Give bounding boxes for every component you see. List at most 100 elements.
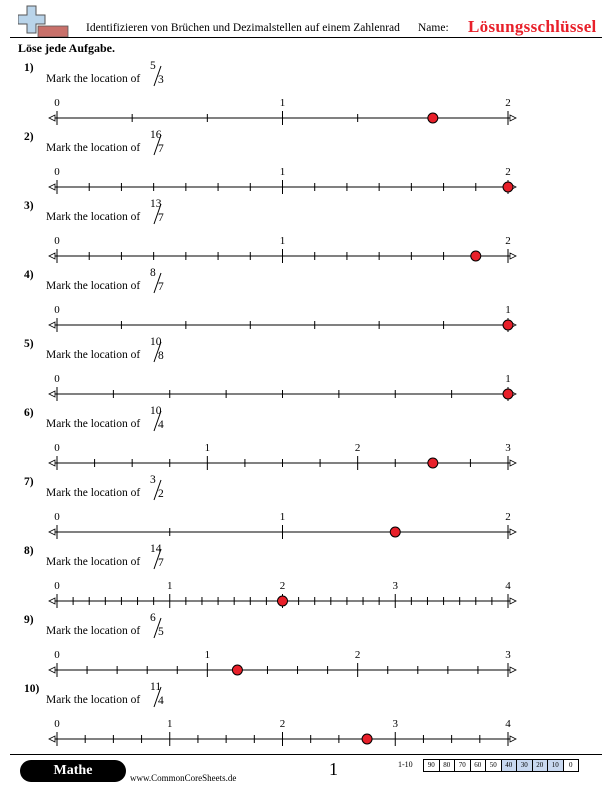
problem-prompt: Mark the location of	[46, 73, 141, 85]
tick-label: 0	[54, 442, 60, 454]
problem-number: 5)	[24, 338, 34, 350]
arrow-left-icon	[48, 183, 56, 191]
worksheet-title: Identifizieren von Brüchen und Dezimalst…	[86, 22, 400, 34]
answer-dot	[502, 388, 514, 400]
problem-number: 4)	[24, 269, 34, 281]
tick-label: 3	[505, 649, 511, 661]
problem-4: 4) Mark the location of 8 7 0 1	[0, 267, 612, 338]
arrow-left-icon	[48, 321, 56, 329]
tick-label: 2	[505, 235, 511, 247]
problem-prompt: Mark the location of	[46, 556, 141, 568]
fraction-slash	[153, 203, 162, 225]
fraction-denominator: 7	[158, 143, 164, 155]
tick-label: 1	[505, 304, 511, 316]
problem-7: 7) Mark the location of 3 2 0 1 2	[0, 474, 612, 545]
fraction-denominator: 5	[158, 626, 164, 638]
site-url: www.CommonCoreSheets.de	[130, 773, 237, 783]
number-line: 0 1 2	[48, 235, 517, 263]
problem-number: 2)	[24, 131, 34, 143]
score-cell: 10	[547, 759, 564, 772]
fraction-numerator: 11	[150, 681, 162, 693]
arrow-right-icon	[509, 528, 517, 536]
problem-6: 6) Mark the location of 10 4 0 1 2 3	[0, 405, 612, 476]
problem-5: 5) Mark the location of 10 8 0 1	[0, 336, 612, 407]
fraction-denominator: 7	[158, 212, 164, 224]
score-cell: 20	[531, 759, 548, 772]
fraction-slash	[153, 548, 162, 570]
number-line: 0 1 2 3	[48, 442, 517, 470]
fraction-slash	[153, 617, 162, 639]
fraction-denominator: 8	[158, 350, 164, 362]
tick-label: 2	[505, 511, 511, 523]
fraction: 10 4	[148, 405, 168, 435]
problem-number: 9)	[24, 614, 34, 626]
fraction-slash	[153, 134, 162, 156]
tick-label: 0	[54, 649, 60, 661]
arrow-left-icon	[48, 390, 56, 398]
fraction-denominator: 3	[158, 74, 164, 86]
tick-label: 3	[393, 580, 399, 592]
problem-prompt: Mark the location of	[46, 625, 141, 637]
number-line: 0 1 2 3 4	[48, 718, 517, 746]
problem-prompt: Mark the location of	[46, 211, 141, 223]
fraction-numerator: 8	[150, 267, 156, 279]
fraction-slash	[153, 272, 162, 294]
answer-dot	[502, 319, 514, 331]
fraction-numerator: 10	[150, 405, 162, 417]
answer-dot	[427, 112, 439, 124]
tick-label: 1	[280, 166, 286, 178]
problem-number: 7)	[24, 476, 34, 488]
arrow-right-icon	[509, 459, 517, 467]
tick-label: 1	[280, 235, 286, 247]
arrow-right-icon	[509, 666, 517, 674]
header-divider	[10, 37, 602, 38]
fraction: 13 7	[148, 198, 168, 228]
score-cell: 0	[562, 759, 579, 772]
answer-dot	[427, 457, 439, 469]
fraction-numerator: 10	[150, 336, 162, 348]
problem-number: 6)	[24, 407, 34, 419]
page-number: 1	[329, 759, 338, 779]
arrow-left-icon	[48, 666, 56, 674]
problem-prompt: Mark the location of	[46, 142, 141, 154]
worksheet-footer: Mathe www.CommonCoreSheets.de 1 1-10 90 8…	[0, 752, 612, 792]
problem-number: 10)	[24, 683, 40, 695]
tick-label: 0	[54, 580, 60, 592]
tick-label: 2	[280, 580, 286, 592]
arrow-right-icon	[509, 114, 517, 122]
problem-prompt: Mark the location of	[46, 487, 141, 499]
fraction-slash	[153, 65, 162, 87]
fraction-numerator: 3	[150, 474, 156, 486]
problem-prompt: Mark the location of	[46, 418, 141, 430]
problem-prompt: Mark the location of	[46, 280, 141, 292]
score-cell: 80	[438, 759, 455, 772]
tick-label: 2	[280, 718, 286, 730]
score-cell: 70	[454, 759, 471, 772]
fraction-denominator: 2	[158, 488, 164, 500]
number-line: 0 1 2	[48, 97, 517, 125]
number-line: 0 1 2 3	[48, 649, 517, 677]
tick-label: 0	[54, 718, 60, 730]
answer-dot	[389, 526, 401, 538]
fraction-numerator: 14	[150, 543, 162, 555]
tick-label: 0	[54, 511, 60, 523]
tick-label: 1	[205, 442, 211, 454]
arrow-left-icon	[48, 114, 56, 122]
problem-10: 10) Mark the location of 11 4 0 1 2 3 4	[0, 681, 612, 752]
fraction-slash	[153, 686, 162, 708]
arrow-left-icon	[48, 735, 56, 743]
tick-label: 4	[505, 580, 511, 592]
tick-label: 2	[355, 442, 361, 454]
tick-label: 2	[505, 97, 511, 109]
fraction-numerator: 13	[150, 198, 162, 210]
score-cell: 60	[469, 759, 486, 772]
plus-logo-icon	[18, 5, 69, 38]
score-cell: 50	[485, 759, 502, 772]
problem-2: 2) Mark the location of 16 7 0 1 2	[0, 129, 612, 200]
tick-label: 1	[167, 580, 173, 592]
